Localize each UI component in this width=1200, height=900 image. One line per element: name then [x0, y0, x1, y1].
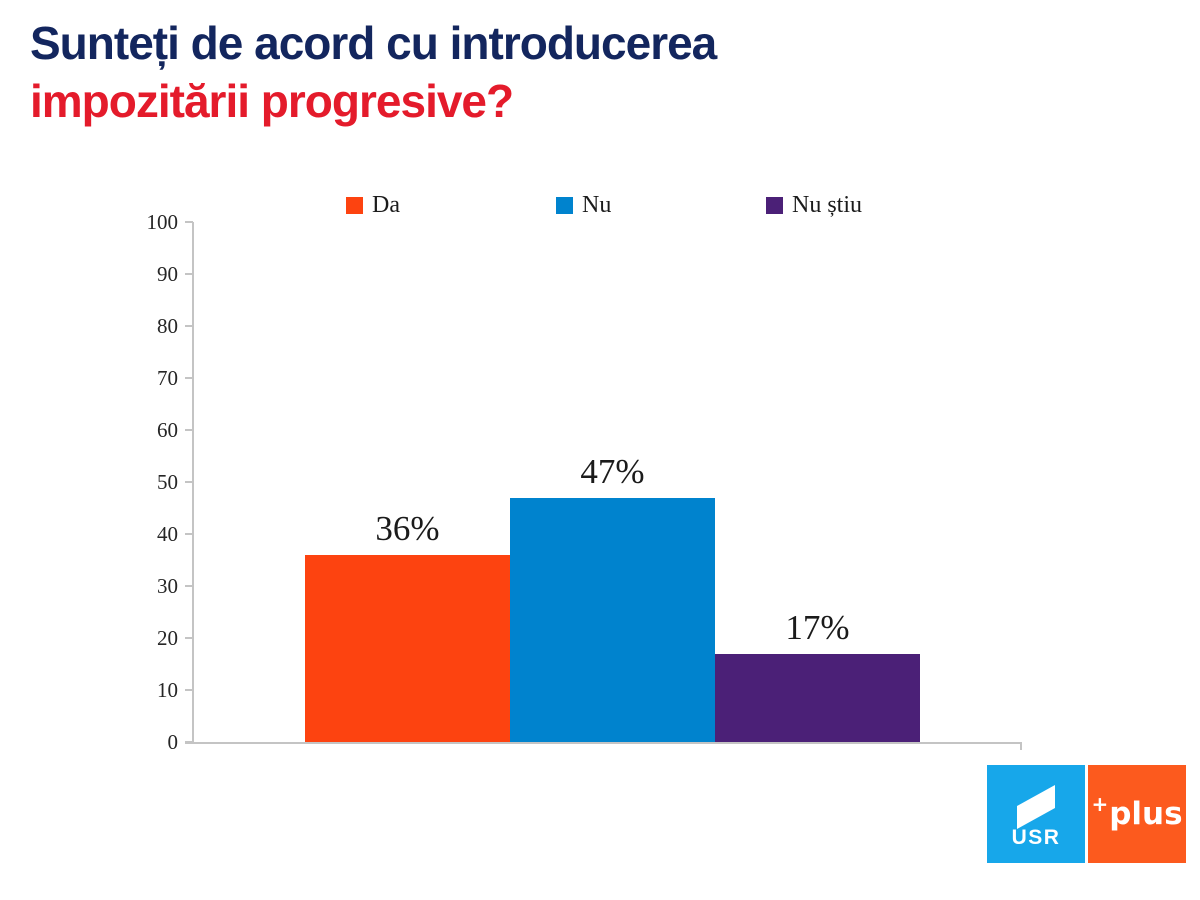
y-axis-tick-label: 90: [157, 262, 178, 286]
plus-word: plus: [1109, 796, 1183, 832]
title-line-1: Sunteți de acord cu introducerea: [30, 17, 717, 69]
y-axis-tick-label: 100: [146, 210, 179, 234]
y-axis-line: [192, 222, 194, 744]
plus-logo: + plus: [1088, 765, 1186, 863]
y-axis-tick: [185, 689, 193, 691]
bar-value-label-da: 36%: [375, 509, 440, 548]
legend-swatch-nu-știu: [766, 196, 783, 214]
y-axis-tick: [185, 221, 193, 223]
page-title: Sunteți de acord cu introducerea impozit…: [30, 14, 717, 130]
y-axis-tick-label: 20: [157, 626, 178, 650]
y-axis-tick-label: 30: [157, 574, 178, 598]
y-axis-tick-label: 40: [157, 522, 178, 546]
logo-block: USR + plus: [987, 765, 1186, 863]
y-axis-tick-label: 0: [167, 730, 179, 754]
title-line-2: impozitării progresive?: [30, 75, 514, 127]
y-axis-tick: [185, 533, 193, 535]
legend-item-da: Da: [346, 192, 400, 218]
x-axis-end-tick: [1020, 742, 1022, 750]
y-axis-tick-label: 50: [157, 470, 178, 494]
y-axis-tick-label: 10: [157, 678, 178, 702]
bar-value-label-nu: 47%: [580, 452, 645, 491]
usr-flag-icon: [1017, 785, 1055, 829]
y-axis-tick: [185, 585, 193, 587]
usr-logo-label: USR: [1011, 826, 1061, 849]
legend-item-nu-știu: Nu știu: [766, 192, 862, 218]
usr-logo: USR: [987, 765, 1085, 863]
chart-plot-area: 0 10 20 30 40 50 60 70 80 90 100 36% 47% 17%: [147, 210, 1022, 754]
legend-label-nu: Nu: [582, 192, 612, 218]
y-axis-tick: [185, 325, 193, 327]
y-axis-tick: [185, 741, 193, 743]
chart-legend: Da Nu Nu știu: [0, 192, 1200, 224]
y-axis-tick: [185, 377, 193, 379]
y-axis-tick-label: 80: [157, 314, 178, 338]
legend-label-da: Da: [372, 192, 400, 218]
plus-logo-label: + plus: [1088, 765, 1186, 863]
y-axis-tick: [185, 637, 193, 639]
bar-da: [305, 555, 510, 742]
x-axis-line: [185, 742, 1022, 744]
bar-nu-știu: [715, 654, 920, 742]
y-axis-tick: [185, 481, 193, 483]
y-axis-tick: [185, 429, 193, 431]
legend-item-nu: Nu: [556, 192, 611, 218]
plus-sign-icon: +: [1091, 792, 1109, 816]
bar-nu: [510, 498, 715, 742]
bar-value-label-nu-știu: 17%: [785, 608, 850, 647]
y-axis-tick: [185, 273, 193, 275]
y-axis-tick-label: 70: [157, 366, 178, 390]
legend-label-nu-știu: Nu știu: [792, 192, 863, 218]
y-axis-tick-label: 60: [157, 418, 178, 442]
legend-swatch-da: [346, 196, 363, 214]
legend-swatch-nu: [556, 196, 573, 214]
